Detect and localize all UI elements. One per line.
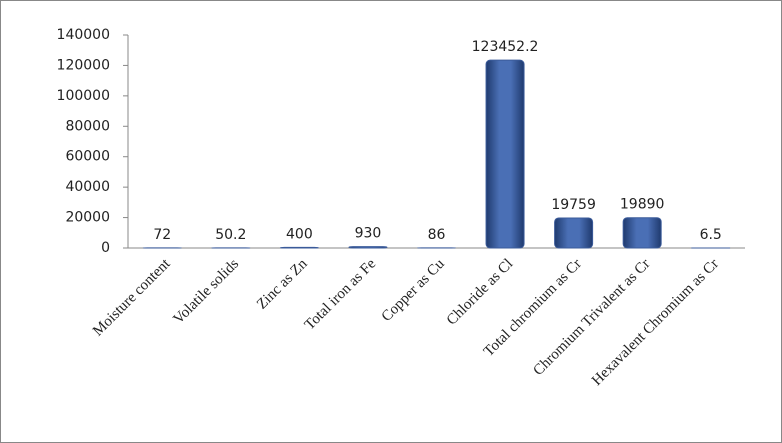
data-label: 930 — [355, 226, 382, 242]
y-tick-label: 40000 — [65, 179, 110, 195]
data-label: 72 — [153, 227, 171, 243]
y-tick-label: 20000 — [65, 210, 110, 226]
bar — [348, 246, 388, 249]
data-label: 50.2 — [215, 227, 246, 243]
data-label: 123452.2 — [472, 39, 539, 55]
bar — [622, 217, 662, 249]
y-tick-label: 140000 — [57, 27, 110, 43]
y-tick-label: 120000 — [57, 57, 110, 73]
bar — [554, 217, 594, 249]
data-label: 400 — [286, 226, 313, 242]
y-tick-label: 60000 — [65, 149, 110, 165]
data-label: 19759 — [551, 197, 596, 213]
data-label: 19890 — [620, 197, 665, 213]
bar — [485, 59, 525, 249]
y-tick-label: 100000 — [57, 88, 110, 104]
y-tick-label: 0 — [101, 240, 110, 256]
data-label: 86 — [428, 227, 446, 243]
y-tick-label: 80000 — [65, 118, 110, 134]
data-label: 6.5 — [700, 227, 722, 243]
bar — [279, 246, 319, 249]
